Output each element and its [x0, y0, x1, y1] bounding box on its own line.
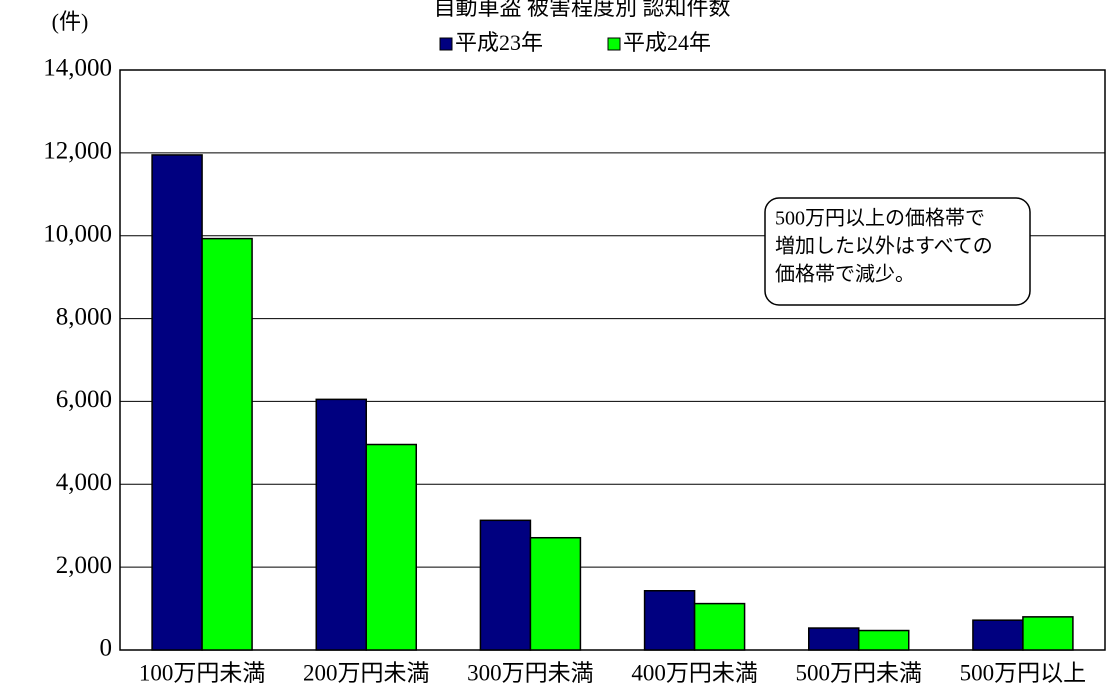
annotation-text: 500万円以上の価格帯で: [775, 207, 985, 230]
legend-label: 平成23年: [455, 30, 543, 55]
legend-swatch: [439, 37, 453, 51]
bar: [529, 536, 582, 651]
y-tick-label: 4,000: [56, 469, 112, 496]
y-tick-label: 0: [100, 635, 113, 662]
y-tick-label: 2,000: [56, 552, 112, 579]
y-tick-label: 14,000: [43, 55, 112, 82]
bar: [643, 590, 696, 651]
bar: [972, 619, 1024, 651]
bar: [858, 629, 910, 651]
bar: [315, 398, 367, 651]
y-tick-label: 12,000: [43, 138, 112, 165]
x-tick-label: 100万円未満: [139, 660, 266, 685]
y-tick-label: 8,000: [56, 303, 112, 330]
x-tick-label: 500万円以上: [960, 660, 1087, 685]
bar: [365, 443, 417, 651]
y-tick-label: 10,000: [43, 220, 112, 247]
x-tick-label: 400万円未満: [631, 660, 758, 685]
annotation-box: [764, 197, 1031, 306]
bar: [693, 602, 746, 651]
bar: [151, 154, 203, 651]
x-tick-label: 500万円未満: [796, 660, 923, 685]
x-tick-label: 300万円未満: [467, 660, 594, 685]
annotation-text: 価格帯で減少。: [775, 263, 915, 286]
bar: [479, 519, 532, 651]
y-axis-label: (件): [52, 9, 89, 34]
plot-frame: [119, 69, 1106, 651]
legend-swatch: [607, 37, 621, 51]
bar: [808, 627, 860, 651]
x-tick-label: 200万円未満: [303, 660, 430, 685]
bar: [201, 237, 253, 651]
annotation-text: 増加した以外はすべての: [775, 235, 993, 258]
legend-label: 平成24年: [623, 30, 711, 55]
bar: [1022, 616, 1074, 651]
y-tick-label: 6,000: [56, 386, 112, 413]
chart-title: 自動車盗 被害程度別 認知件数: [433, 0, 730, 20]
